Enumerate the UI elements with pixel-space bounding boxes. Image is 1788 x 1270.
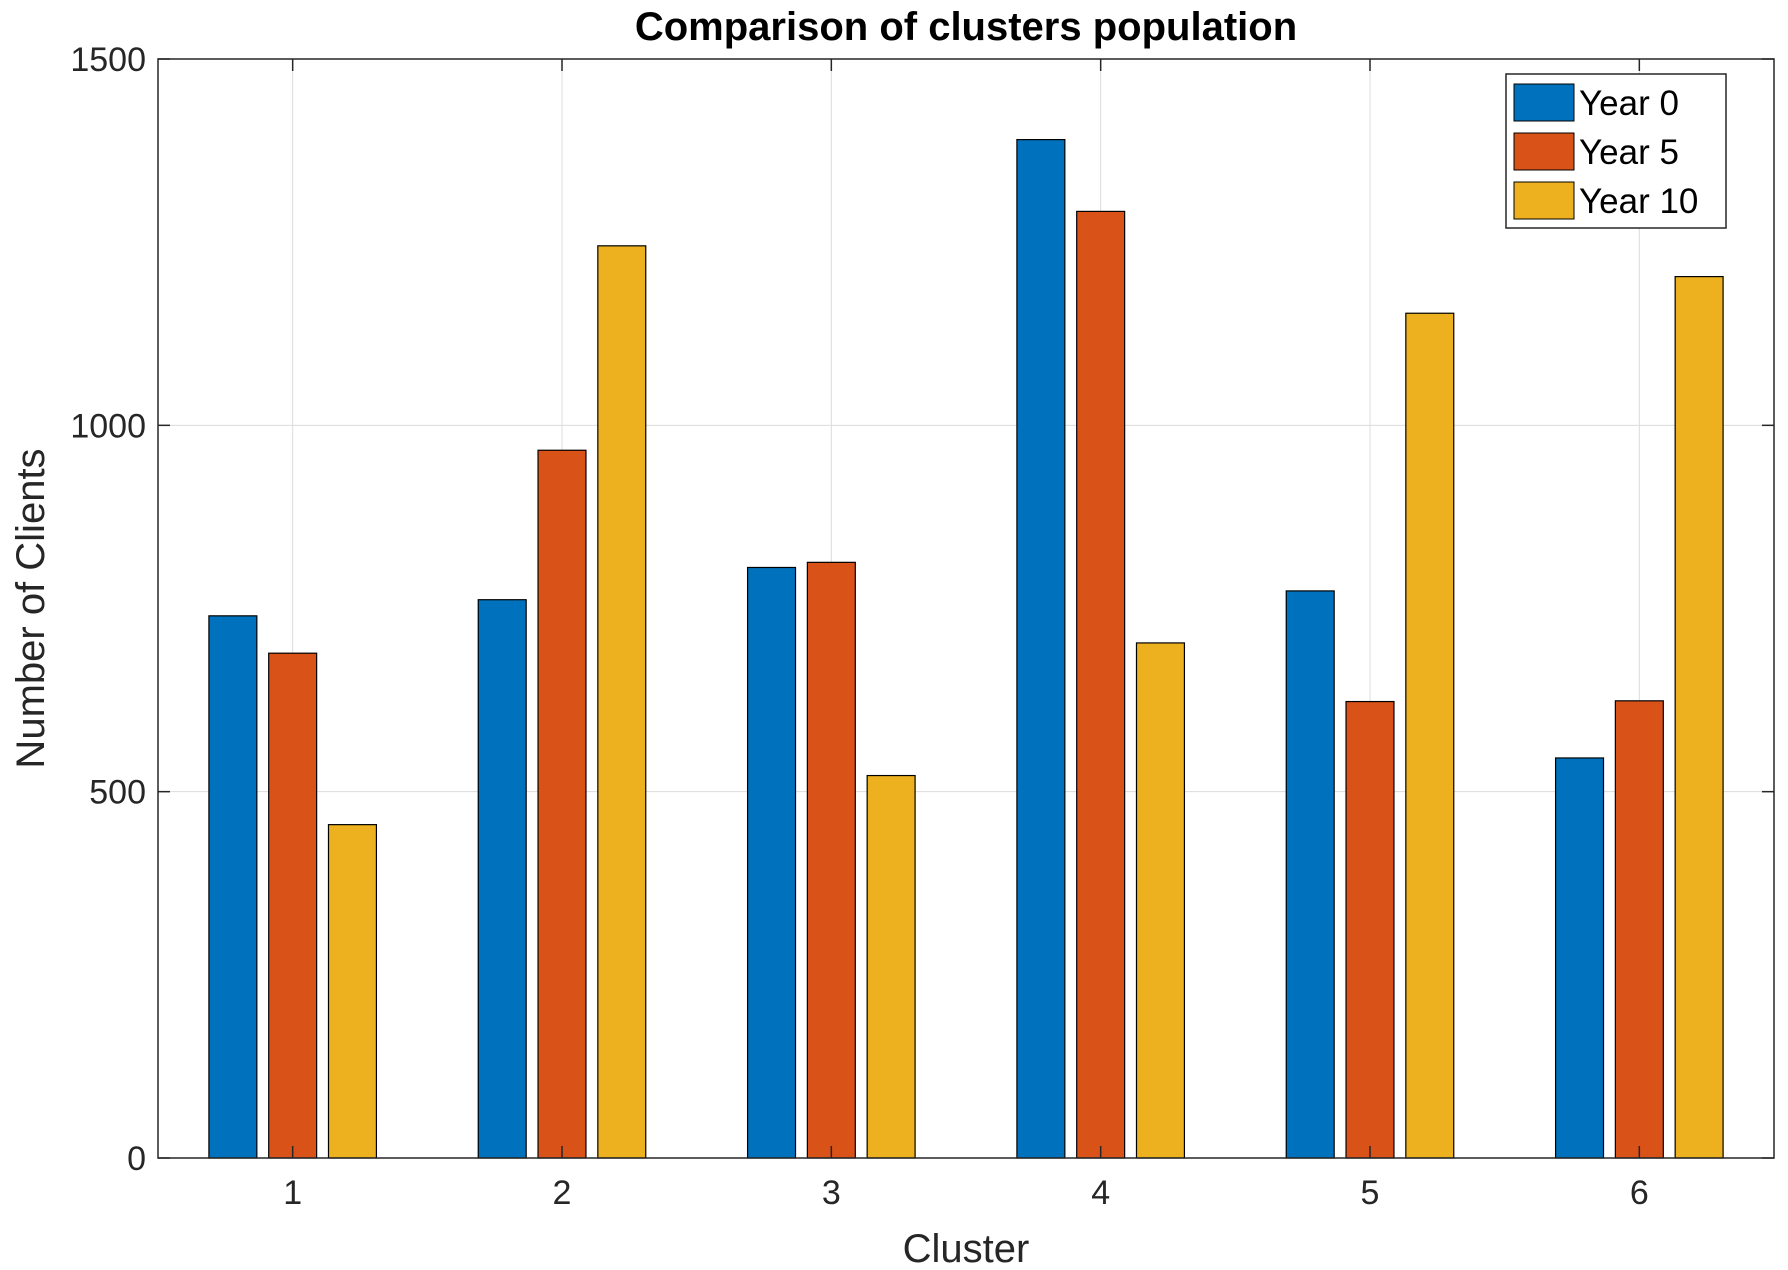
- y-tick-label: 1000: [70, 407, 146, 445]
- bar-year-0-cluster-3: [746, 566, 797, 1159]
- bar-year-0-cluster-5: [1285, 590, 1335, 1159]
- bar-year-5-cluster-6: [1614, 700, 1664, 1159]
- axis-ticks: [158, 58, 1774, 1159]
- bar-year-10-cluster-2: [597, 245, 647, 1159]
- x-tick-label: 1: [283, 1174, 302, 1212]
- y-tick-label: 500: [89, 774, 146, 812]
- bar-year-5-cluster-1: [268, 652, 318, 1159]
- legend: Year 0 Year 5 Year 10: [1505, 73, 1727, 229]
- bars: [208, 138, 1724, 1159]
- x-tick-label: 6: [1630, 1174, 1649, 1212]
- bar-year-0-cluster-4: [1016, 138, 1066, 1159]
- bar-year-10-cluster-5: [1405, 312, 1455, 1159]
- bar-year-0-cluster-1: [208, 615, 258, 1159]
- x-tick-label: 2: [553, 1174, 572, 1212]
- y-axis-label: Number of Clients: [9, 448, 53, 768]
- x-tick-label: 3: [822, 1174, 841, 1212]
- bar-year-5-cluster-3: [806, 561, 856, 1159]
- legend-swatch-year-0: [1513, 83, 1575, 122]
- x-tick-label: 5: [1361, 1174, 1380, 1212]
- bar-year-5-cluster-2: [537, 449, 587, 1159]
- bar-year-10-cluster-6: [1674, 276, 1724, 1159]
- legend-swatch-year-5: [1513, 132, 1575, 171]
- bar-year-10-cluster-1: [327, 824, 378, 1159]
- legend-swatch-year-10: [1513, 181, 1575, 220]
- bar-year-0-cluster-2: [477, 599, 527, 1159]
- chart-title: Comparison of clusters population: [635, 5, 1297, 49]
- x-axis-label: Cluster: [903, 1227, 1030, 1270]
- legend-label-year-10: Year 10: [1579, 182, 1698, 221]
- plot-area-border: [157, 58, 1775, 1159]
- tick-labels: 0 500 1000 1500 1 2 3 4 5 6: [70, 41, 1648, 1212]
- bar-year-0-cluster-6: [1554, 757, 1605, 1159]
- bar-year-10-cluster-3: [866, 774, 916, 1159]
- y-tick-label: 1500: [70, 41, 146, 79]
- x-tick-label: 4: [1091, 1174, 1110, 1212]
- y-tick-label: 0: [127, 1140, 146, 1178]
- legend-label-year-5: Year 5: [1579, 133, 1679, 172]
- bar-year-5-cluster-4: [1076, 210, 1126, 1159]
- legend-label-year-0: Year 0: [1579, 84, 1679, 123]
- bar-year-10-cluster-4: [1135, 642, 1186, 1159]
- bar-year-5-cluster-5: [1345, 700, 1395, 1159]
